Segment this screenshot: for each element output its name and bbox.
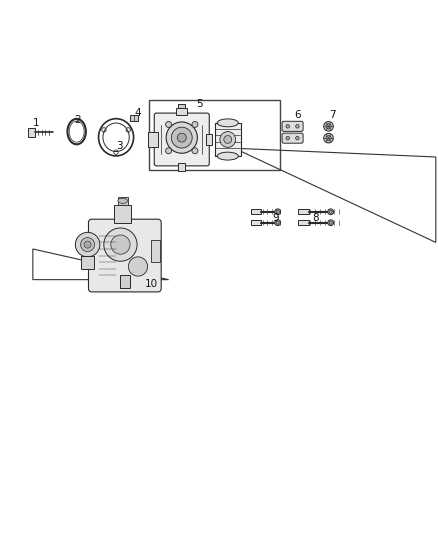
Circle shape — [104, 228, 137, 261]
Bar — [148, 132, 158, 147]
FancyBboxPatch shape — [282, 122, 303, 131]
Text: 1: 1 — [33, 118, 40, 128]
Bar — [28, 128, 35, 137]
Ellipse shape — [217, 152, 238, 160]
Text: 4: 4 — [134, 108, 141, 118]
Circle shape — [166, 148, 172, 154]
Circle shape — [296, 136, 299, 140]
Circle shape — [192, 122, 198, 127]
Bar — [149, 100, 280, 170]
Circle shape — [192, 148, 198, 154]
Bar — [298, 209, 309, 214]
FancyBboxPatch shape — [154, 113, 209, 166]
Bar — [118, 197, 128, 205]
Text: 5: 5 — [196, 100, 203, 109]
Text: 2: 2 — [74, 115, 81, 125]
Circle shape — [81, 238, 95, 252]
Circle shape — [329, 221, 332, 224]
Bar — [206, 134, 212, 145]
Text: 9: 9 — [272, 213, 279, 223]
Circle shape — [84, 241, 91, 248]
FancyBboxPatch shape — [282, 133, 303, 143]
Text: 3: 3 — [116, 141, 123, 151]
FancyBboxPatch shape — [88, 219, 161, 292]
Bar — [298, 220, 309, 225]
Circle shape — [224, 135, 232, 143]
Bar — [120, 275, 130, 288]
Circle shape — [286, 136, 290, 140]
Bar — [178, 104, 186, 108]
Circle shape — [111, 235, 130, 254]
Circle shape — [324, 133, 333, 143]
Circle shape — [220, 132, 236, 147]
Ellipse shape — [217, 119, 238, 127]
Circle shape — [275, 220, 281, 225]
Text: 6: 6 — [294, 110, 301, 120]
Bar — [215, 123, 241, 156]
Circle shape — [326, 124, 331, 129]
Circle shape — [171, 127, 192, 148]
Circle shape — [329, 210, 332, 213]
Text: 8: 8 — [312, 213, 319, 223]
Text: 7: 7 — [329, 110, 336, 120]
Bar — [251, 209, 261, 214]
Circle shape — [166, 122, 198, 154]
Circle shape — [276, 210, 279, 213]
Circle shape — [276, 221, 279, 224]
Text: 10: 10 — [145, 279, 158, 289]
Circle shape — [286, 125, 290, 128]
Circle shape — [296, 125, 299, 128]
Circle shape — [275, 209, 281, 215]
Bar — [114, 205, 131, 223]
Ellipse shape — [118, 198, 127, 204]
Bar — [178, 163, 186, 171]
Circle shape — [166, 122, 172, 127]
Circle shape — [75, 232, 100, 257]
Bar — [130, 115, 138, 120]
Circle shape — [328, 209, 334, 215]
Bar — [176, 108, 187, 115]
Circle shape — [177, 133, 186, 142]
Circle shape — [328, 220, 334, 225]
Bar — [151, 240, 160, 262]
Circle shape — [326, 135, 331, 141]
Bar — [81, 255, 94, 269]
Bar — [251, 220, 261, 225]
Circle shape — [324, 122, 333, 131]
Circle shape — [128, 257, 148, 276]
